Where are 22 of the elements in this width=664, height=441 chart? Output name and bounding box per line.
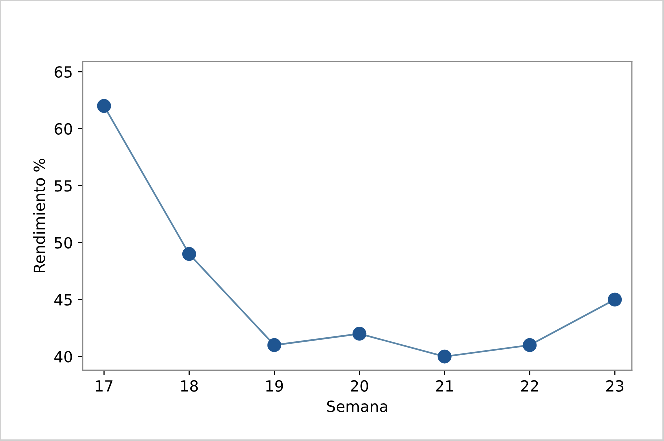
y-axis-title: Rendimiento % [33, 158, 46, 273]
x-tick-label: 21 [436, 380, 454, 392]
x-axis-title: Semana [327, 400, 388, 412]
x-tick-label: 20 [351, 380, 368, 392]
y-tick-label: 50 [55, 237, 72, 249]
point [608, 292, 622, 307]
y-tick-label: 60 [54, 123, 72, 135]
x-tick-label: 23 [606, 380, 624, 392]
y-tick-label: 45 [54, 294, 72, 306]
point [523, 338, 537, 352]
point [268, 338, 282, 352]
point [438, 350, 452, 364]
x-tick-label: 19 [266, 380, 284, 392]
point [97, 99, 112, 114]
y-tick-label: 65 [54, 66, 72, 78]
y-tick-label: 55 [55, 180, 72, 192]
x-tick-label: 18 [181, 380, 198, 392]
x-tick-label: 22 [521, 380, 538, 392]
point [352, 327, 367, 341]
point [182, 247, 196, 262]
y-tick-label: 40 [54, 351, 72, 363]
x-tick-label: 17 [96, 380, 113, 392]
